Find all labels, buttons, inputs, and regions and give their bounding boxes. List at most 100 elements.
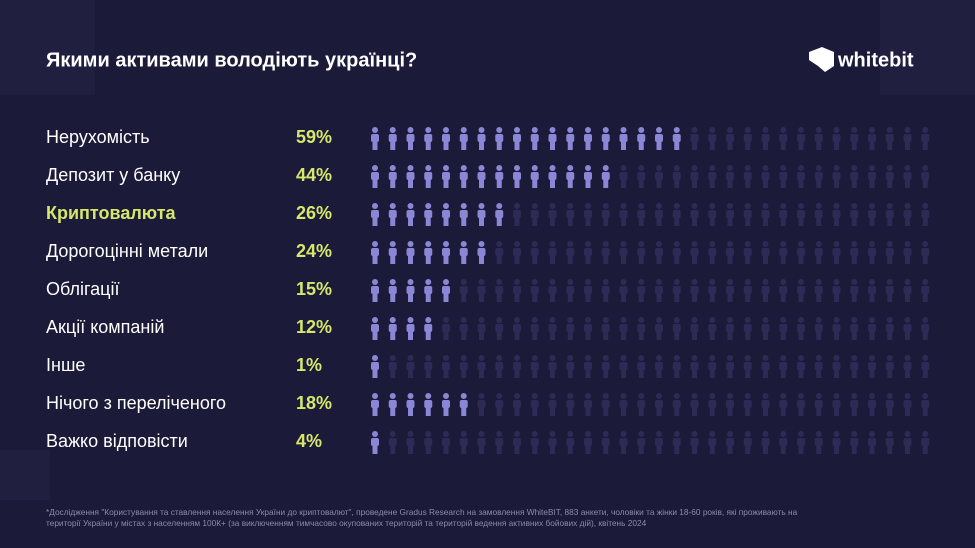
icon-body: [459, 172, 468, 180]
person-icon: [832, 355, 841, 378]
icon-head: [531, 203, 538, 209]
icon-body: [442, 134, 450, 142]
icon-body: [442, 172, 450, 180]
icon-head: [407, 317, 414, 323]
icon-body: [672, 172, 681, 180]
icon-head: [567, 355, 574, 361]
icon-head: [780, 241, 787, 247]
icon-body: [513, 362, 521, 370]
icon-head: [620, 127, 627, 133]
icon-body: [477, 286, 486, 294]
person-icon: [672, 317, 681, 340]
icon-body: [832, 248, 841, 256]
icon-body: [566, 210, 575, 218]
icon-body: [921, 248, 930, 256]
icon-legs: [727, 293, 733, 302]
icon-head: [780, 317, 787, 323]
icon-legs: [834, 293, 839, 302]
icon-legs: [443, 255, 449, 264]
icon-body: [477, 248, 486, 256]
icon-body: [442, 286, 450, 294]
icon-body: [797, 362, 805, 370]
icon-legs: [727, 445, 733, 454]
person-icon: [477, 279, 486, 302]
person-icon: [477, 355, 486, 378]
icon-head: [496, 241, 503, 247]
person-icon: [406, 127, 415, 150]
icon-body: [530, 400, 539, 408]
icon-body: [637, 324, 646, 332]
icon-body: [726, 286, 734, 294]
icon-head: [762, 431, 769, 437]
icon-head: [372, 203, 378, 209]
icon-body: [530, 248, 539, 256]
person-icon: [672, 241, 681, 264]
icon-body: [477, 324, 486, 332]
icon-legs: [603, 331, 609, 340]
icon-legs: [479, 217, 484, 226]
person-icon: [672, 279, 681, 302]
icon-head: [389, 279, 396, 285]
icon-body: [921, 438, 930, 446]
icon-legs: [780, 293, 786, 302]
icon-body: [601, 400, 610, 408]
icon-head: [833, 279, 840, 285]
icon-head: [815, 203, 822, 209]
icon-legs: [496, 255, 502, 264]
icon-body: [797, 286, 805, 294]
icon-head: [372, 393, 378, 399]
icon-head: [691, 431, 698, 437]
icon-legs: [709, 293, 715, 302]
icon-body: [584, 134, 592, 142]
icon-body: [584, 362, 592, 370]
icon-head: [585, 355, 591, 361]
icon-head: [478, 431, 485, 437]
icon-head: [496, 279, 503, 285]
person-icon: [726, 355, 734, 378]
icon-body: [424, 172, 433, 180]
icon-legs: [621, 331, 626, 340]
person-icon: [459, 317, 468, 340]
icon-body: [513, 172, 521, 180]
icon-head: [869, 279, 875, 285]
icon-body: [761, 210, 770, 218]
person-icon: [921, 127, 930, 150]
person-icon: [868, 279, 876, 302]
icon-head: [549, 165, 556, 171]
icon-legs: [638, 255, 644, 264]
icon-head: [372, 431, 378, 437]
person-icon: [513, 317, 521, 340]
person-icon: [779, 317, 788, 340]
icon-legs: [550, 255, 555, 264]
person-icon: [371, 241, 379, 264]
icon-legs: [408, 369, 413, 378]
icon-legs: [763, 255, 768, 264]
icon-head: [460, 355, 467, 361]
icon-head: [673, 279, 680, 285]
person-icon: [885, 203, 894, 226]
icon-body: [832, 438, 841, 446]
icon-legs: [638, 369, 644, 378]
person-icon: [371, 279, 379, 302]
icon-body: [761, 400, 770, 408]
icon-legs: [372, 369, 378, 378]
person-icon: [566, 431, 575, 454]
icon-body: [513, 438, 521, 446]
icon-head: [780, 431, 787, 437]
person-icon: [513, 165, 521, 188]
icon-body: [814, 362, 823, 370]
icon-legs: [479, 141, 484, 150]
icon-head: [904, 165, 911, 171]
person-icon: [459, 393, 468, 416]
person-icon: [459, 127, 468, 150]
icon-head: [460, 165, 467, 171]
icon-legs: [745, 407, 751, 416]
person-icon: [601, 127, 610, 150]
icon-body: [566, 286, 575, 294]
icon-body: [637, 210, 646, 218]
icon-head: [567, 127, 574, 133]
person-icon: [495, 203, 504, 226]
person-icon: [903, 127, 912, 150]
category-label: Облігації: [46, 279, 120, 299]
person-icon: [779, 355, 788, 378]
